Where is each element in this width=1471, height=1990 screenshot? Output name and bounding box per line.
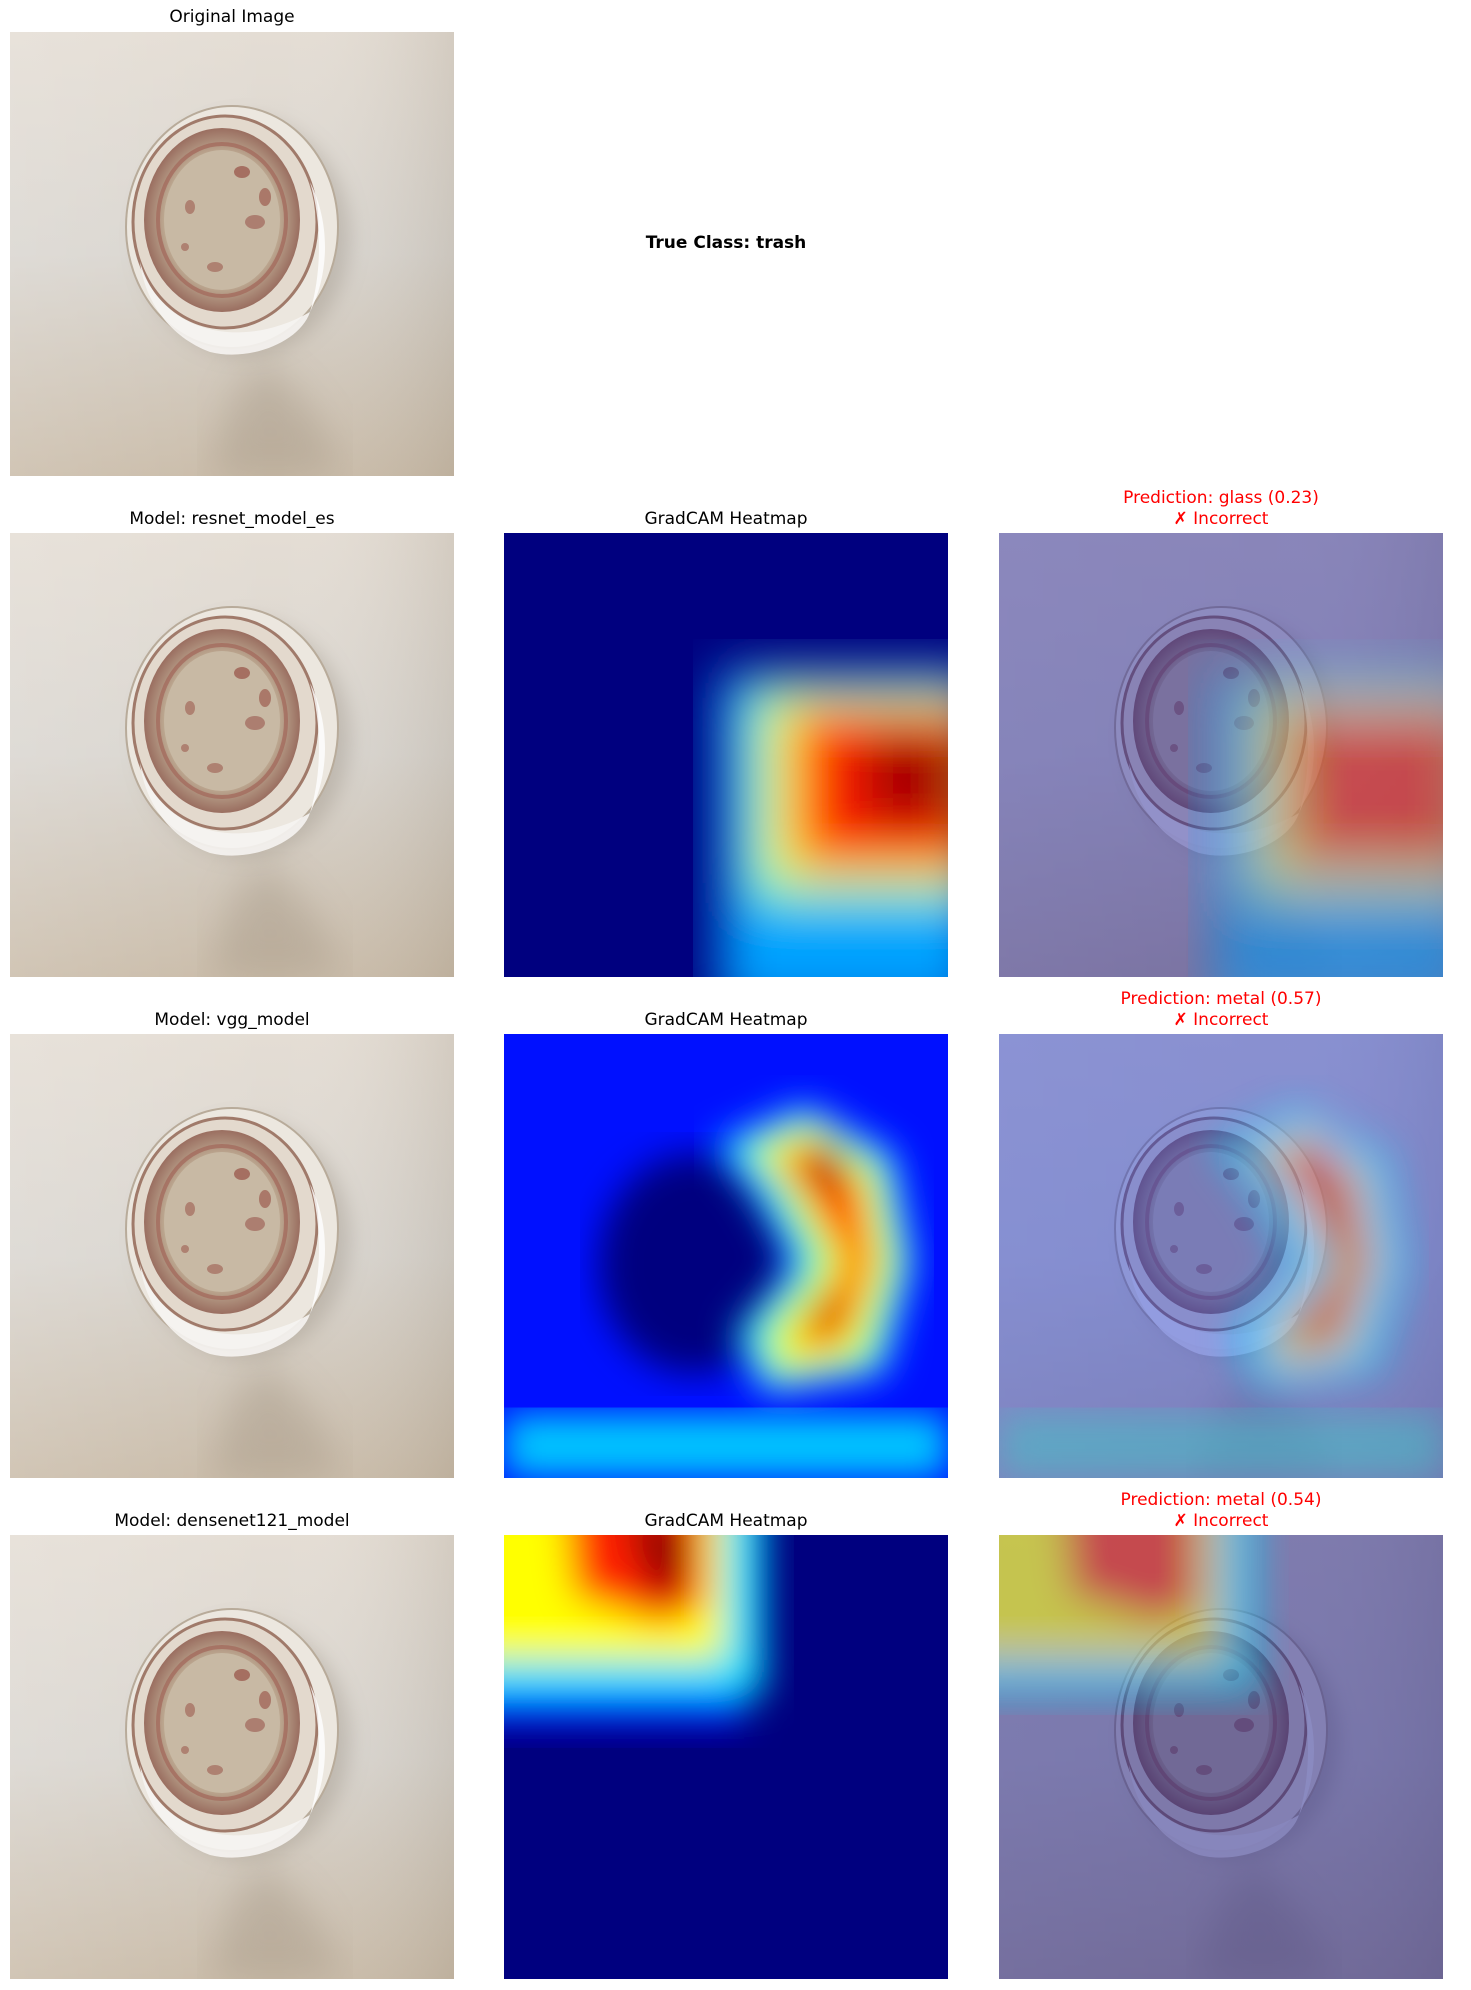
- model-image-resnet: [10, 533, 454, 977]
- heatmap-title-vgg: GradCAM Heatmap: [644, 1010, 808, 1030]
- original-image: [10, 32, 454, 476]
- model-title-resnet: Model: resnet_model_es: [129, 509, 335, 529]
- overlay-vgg: [999, 1034, 1443, 1478]
- overlay-resnet: [999, 533, 1443, 977]
- prediction-resnet: Prediction: glass (0.23): [1123, 488, 1319, 508]
- model-title-densenet: Model: densenet121_model: [114, 1511, 350, 1531]
- gradcam-heatmap-densenet: [504, 1535, 948, 1979]
- heatmap-title-resnet: GradCAM Heatmap: [644, 509, 808, 529]
- gradcam-heatmap-vgg: [504, 1034, 948, 1478]
- gradcam-heatmap-resnet: [504, 533, 948, 977]
- verdict-vgg: ✗ Incorrect: [1173, 1010, 1269, 1030]
- verdict-resnet: ✗ Incorrect: [1173, 509, 1269, 529]
- model-image-vgg: [10, 1034, 454, 1478]
- model-image-densenet: [10, 1535, 454, 1979]
- overlay-densenet: [999, 1535, 1443, 1979]
- prediction-densenet: Prediction: metal (0.54): [1120, 1490, 1322, 1510]
- heatmap-title-densenet: GradCAM Heatmap: [644, 1511, 808, 1531]
- verdict-densenet: ✗ Incorrect: [1173, 1511, 1269, 1531]
- true-class-label: True Class: trash: [645, 233, 807, 253]
- original-image-title: Original Image: [169, 7, 295, 27]
- model-title-vgg: Model: vgg_model: [154, 1010, 310, 1030]
- prediction-vgg: Prediction: metal (0.57): [1120, 989, 1322, 1009]
